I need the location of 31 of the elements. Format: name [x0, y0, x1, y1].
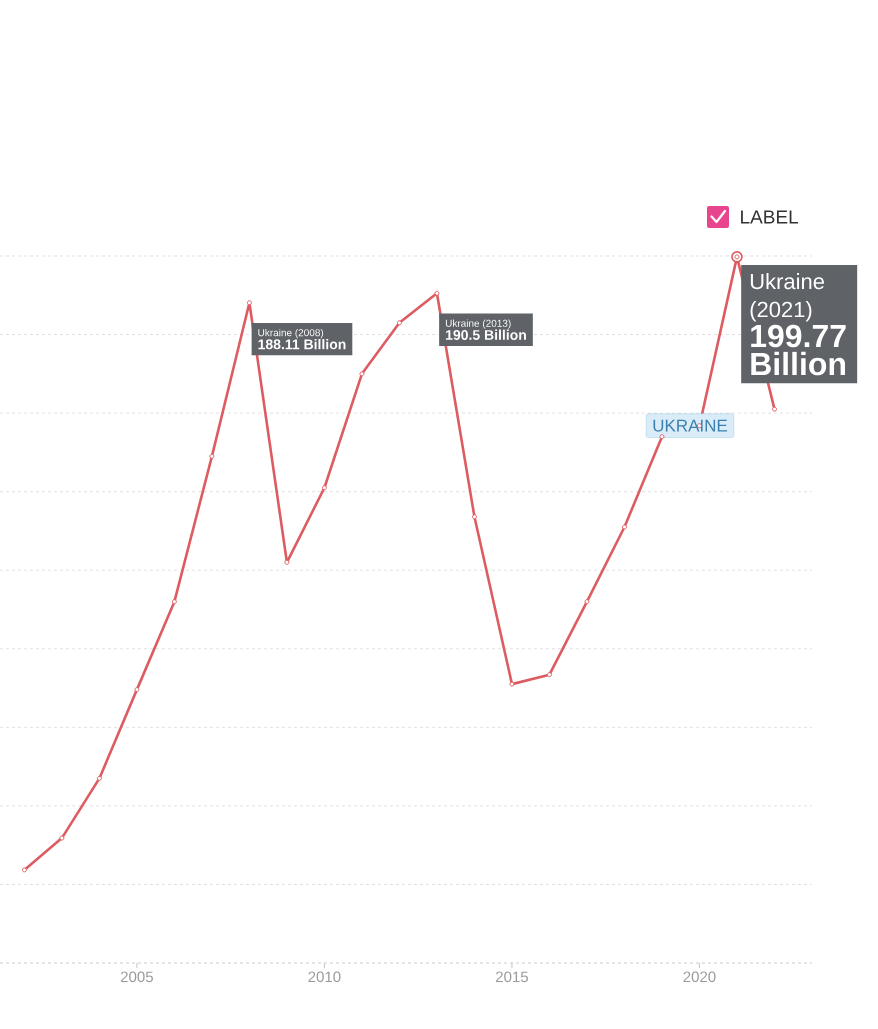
data-label: 199.77 Billion	[751, 324, 846, 376]
point	[471, 514, 477, 520]
point	[659, 434, 665, 440]
annotation: Ukraine (2013)	[445, 319, 511, 329]
point	[584, 599, 590, 605]
point	[209, 453, 215, 459]
point	[134, 687, 140, 693]
x-tick-label: 2015	[496, 971, 528, 983]
point	[284, 559, 290, 565]
point	[771, 406, 777, 412]
series-label: UKRAINE	[653, 419, 728, 432]
point	[434, 290, 440, 296]
x-tick-label: 2020	[683, 971, 716, 983]
point	[171, 599, 177, 605]
x-tick-label: 2005	[120, 971, 153, 983]
point	[509, 681, 515, 687]
annotation: Ukraine (2021)	[750, 273, 824, 322]
point	[21, 867, 27, 873]
point	[621, 524, 627, 530]
point	[546, 672, 552, 678]
point	[321, 485, 327, 491]
annotation: Ukraine (2008)	[258, 328, 324, 339]
point	[359, 371, 365, 377]
data-label: 190.5 Billion	[446, 329, 526, 340]
point	[59, 835, 65, 841]
data-label: 188.11 Billion	[258, 339, 346, 350]
x-tick-label: 2010	[308, 971, 341, 983]
point	[246, 300, 252, 306]
text: LABEL	[741, 210, 799, 224]
point	[96, 775, 102, 781]
point	[396, 320, 402, 326]
